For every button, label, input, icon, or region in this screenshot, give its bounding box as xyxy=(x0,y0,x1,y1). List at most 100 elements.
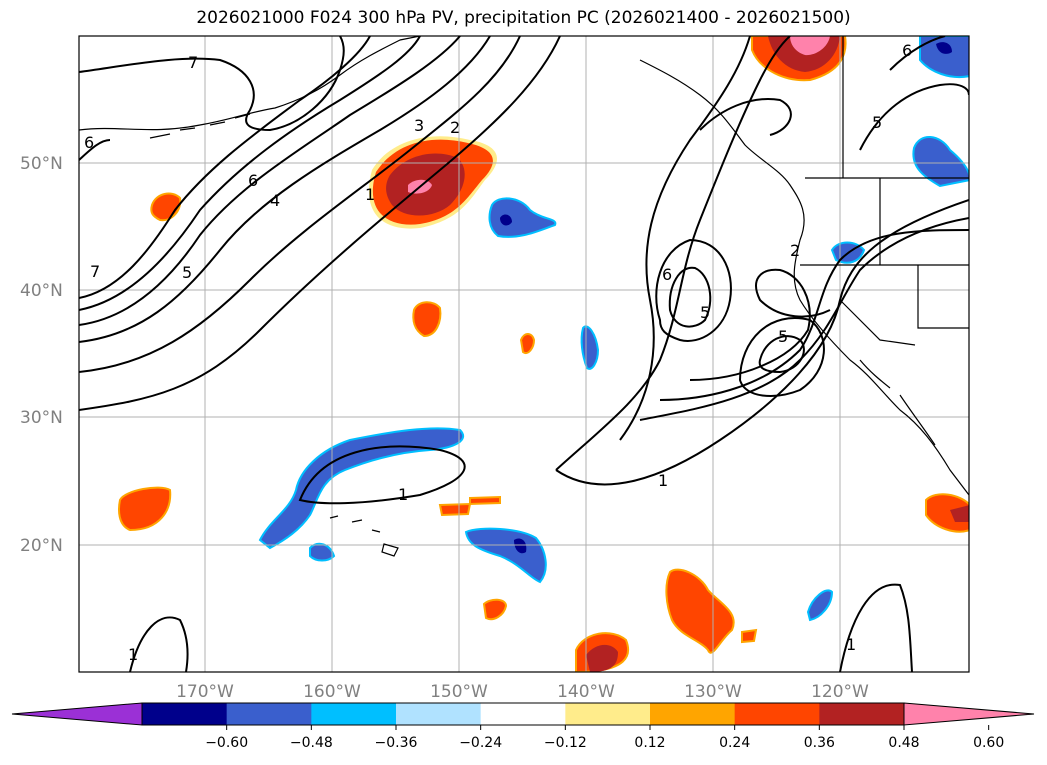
lat-label: 30°N xyxy=(20,408,63,428)
precip-blob xyxy=(519,333,536,354)
plot-frame xyxy=(78,35,970,673)
lon-label: 170°W xyxy=(176,682,234,702)
precip-blob xyxy=(586,644,618,672)
pv-contour xyxy=(639,217,969,421)
precip-blob xyxy=(469,495,501,506)
lon-label: 130°W xyxy=(684,682,742,702)
precip-blob xyxy=(741,628,758,644)
colorbar-segment xyxy=(311,703,397,725)
pv-contour xyxy=(699,98,792,136)
contour-label: 5 xyxy=(872,113,882,132)
colorbar-tick-label: −0.36 xyxy=(375,735,418,751)
pv-contour xyxy=(655,238,732,342)
state-border xyxy=(800,177,969,346)
colorbar-segment xyxy=(734,703,820,725)
colorbar-segment xyxy=(142,703,228,725)
contour-labels: 7 6 6 4 5 7 3 2 1 6 5 5 2 5 1 1 1 1 6 xyxy=(84,41,912,664)
contour-label: 5 xyxy=(778,327,788,346)
precip-blob xyxy=(665,568,735,654)
contour-label: 7 xyxy=(188,53,198,72)
colorbar-segment xyxy=(819,703,905,725)
lat-label: 40°N xyxy=(20,281,63,301)
precip-blob xyxy=(258,427,465,550)
contour-label: 1 xyxy=(658,471,668,490)
pv-contour xyxy=(758,335,805,374)
precip-blob xyxy=(438,502,472,517)
precip-blob xyxy=(309,542,336,562)
colorbar: −0.60 −0.48 −0.36 −0.24 −0.12 0.12 0.24 0.36 0.4… xyxy=(11,702,1035,751)
pv-contour xyxy=(79,139,111,161)
precip-blob xyxy=(464,527,547,584)
contour-label: 5 xyxy=(700,303,710,322)
pv-contour xyxy=(79,36,521,373)
colorbar-tick-label: −0.12 xyxy=(544,735,587,751)
pv-contour xyxy=(889,36,946,71)
colorbar-tick-label: −0.48 xyxy=(290,735,333,751)
pv-contour xyxy=(79,36,461,326)
precip-blob xyxy=(488,197,557,238)
precip-blob xyxy=(806,589,834,622)
colorbar-tick-label: 0.24 xyxy=(719,735,750,751)
colorbar-extend-right xyxy=(903,702,1035,726)
colorbar-tick-label: 0.60 xyxy=(973,735,1004,751)
precip-blob xyxy=(912,136,969,188)
colorbar-extend-left xyxy=(11,702,143,726)
coastlines xyxy=(79,36,969,557)
precip-blob xyxy=(482,598,508,621)
precip-blob xyxy=(500,214,512,226)
precip-shading xyxy=(118,36,969,672)
lon-label: 160°W xyxy=(303,682,361,702)
pv-contour xyxy=(689,268,831,381)
map-title: 2026021000 F024 300 hPa PV, precipitatio… xyxy=(196,8,851,28)
contour-label: 2 xyxy=(450,118,460,137)
colorbar-segment xyxy=(480,703,566,725)
pv-contour xyxy=(859,83,969,151)
contour-label: 7 xyxy=(90,262,100,281)
precip-blob xyxy=(950,505,969,522)
lat-labels: 50°N 40°N 30°N 20°N xyxy=(20,154,63,556)
lon-label: 120°W xyxy=(811,682,869,702)
pv-contour xyxy=(555,36,791,471)
pv-contour xyxy=(659,229,969,401)
colorbar-frame xyxy=(141,702,905,726)
lon-label: 150°W xyxy=(430,682,488,702)
lon-labels: 170°W 160°W 150°W 140°W 130°W 120°W xyxy=(176,682,869,702)
pv-contour xyxy=(79,36,491,343)
colorbar-tick-label: −0.24 xyxy=(459,735,502,751)
contour-label: 3 xyxy=(414,116,424,135)
pv-contour xyxy=(129,616,189,672)
pv-contours xyxy=(79,36,969,672)
precip-blob xyxy=(412,301,442,338)
precip-blob xyxy=(118,486,172,532)
precip-blob xyxy=(925,493,969,533)
precip-blob xyxy=(919,36,969,78)
plot-area xyxy=(79,36,969,672)
pv-contour xyxy=(668,266,712,328)
lat-label: 20°N xyxy=(20,536,63,556)
contour-label: 6 xyxy=(902,41,912,60)
precip-blob xyxy=(514,538,527,554)
contour-label: 2 xyxy=(790,241,800,260)
contour-label: 1 xyxy=(128,645,138,664)
precip-blob xyxy=(936,42,952,54)
alaska-coast xyxy=(79,36,421,131)
hawaii xyxy=(329,515,399,557)
contour-label: 1 xyxy=(365,185,375,204)
contour-label: 4 xyxy=(270,191,280,210)
alaska-islands xyxy=(149,113,251,139)
colorbar-segment xyxy=(396,703,482,725)
lat-label: 50°N xyxy=(20,154,63,174)
lon-label: 140°W xyxy=(557,682,615,702)
contour-label: 1 xyxy=(398,485,408,504)
colorbar-tick-label: 0.12 xyxy=(634,735,665,751)
pv-contour xyxy=(79,36,421,311)
pv-contour xyxy=(79,36,561,411)
pv-contour xyxy=(298,445,466,505)
colorbar-tick-label: 0.48 xyxy=(888,735,919,751)
colorbar-segment xyxy=(650,703,736,725)
contour-label: 1 xyxy=(846,635,856,654)
pv-contour xyxy=(619,36,751,441)
colorbar-tick-label: −0.60 xyxy=(205,735,248,751)
pv-contour xyxy=(839,583,913,672)
